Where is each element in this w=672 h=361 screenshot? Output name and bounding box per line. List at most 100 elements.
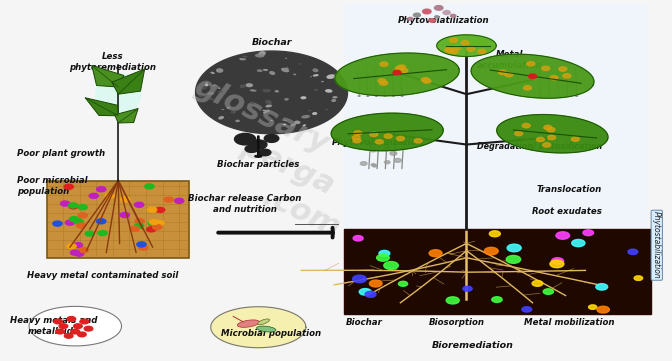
Ellipse shape: [199, 95, 202, 97]
Text: Translocation: Translocation: [537, 185, 602, 194]
Ellipse shape: [218, 91, 222, 93]
Circle shape: [353, 235, 363, 241]
Circle shape: [393, 70, 401, 75]
Text: Phytostabilization: Phytostabilization: [653, 211, 661, 279]
Ellipse shape: [284, 98, 289, 101]
Circle shape: [451, 14, 456, 17]
Circle shape: [589, 305, 597, 309]
Ellipse shape: [312, 112, 317, 115]
Ellipse shape: [327, 74, 335, 79]
Circle shape: [71, 329, 79, 334]
Ellipse shape: [333, 96, 337, 99]
Circle shape: [353, 275, 366, 283]
Circle shape: [529, 74, 536, 78]
Ellipse shape: [447, 39, 486, 53]
Circle shape: [134, 202, 144, 207]
Circle shape: [67, 244, 76, 249]
Ellipse shape: [257, 326, 276, 332]
Circle shape: [164, 197, 173, 202]
Text: Biochar: Biochar: [251, 38, 292, 47]
Ellipse shape: [351, 120, 423, 144]
Circle shape: [138, 245, 148, 250]
Circle shape: [423, 9, 431, 14]
Circle shape: [398, 65, 406, 69]
Circle shape: [408, 17, 413, 20]
Circle shape: [149, 221, 158, 226]
Circle shape: [70, 217, 79, 222]
Circle shape: [435, 5, 443, 10]
Circle shape: [379, 251, 390, 256]
Circle shape: [370, 132, 378, 136]
Circle shape: [450, 49, 458, 54]
Circle shape: [65, 220, 75, 225]
Text: Heavy metals and
metalloids: Heavy metals and metalloids: [10, 317, 97, 336]
FancyBboxPatch shape: [344, 229, 651, 314]
Circle shape: [550, 75, 558, 80]
Polygon shape: [29, 306, 122, 346]
Ellipse shape: [325, 89, 333, 93]
Circle shape: [365, 291, 376, 297]
Circle shape: [548, 135, 556, 140]
Circle shape: [414, 139, 422, 143]
Ellipse shape: [302, 124, 306, 126]
Circle shape: [467, 47, 474, 51]
Circle shape: [390, 152, 397, 155]
Text: Microbial population: Microbial population: [222, 329, 322, 338]
Ellipse shape: [208, 92, 214, 95]
Circle shape: [429, 19, 435, 22]
Ellipse shape: [205, 84, 208, 86]
Ellipse shape: [245, 83, 253, 87]
Text: perga: perga: [237, 132, 339, 200]
Circle shape: [571, 137, 579, 141]
Circle shape: [523, 86, 532, 90]
Ellipse shape: [202, 87, 206, 90]
Ellipse shape: [308, 110, 312, 111]
Ellipse shape: [325, 109, 329, 110]
Circle shape: [596, 284, 607, 290]
Circle shape: [443, 10, 450, 14]
Circle shape: [543, 289, 554, 294]
Circle shape: [597, 306, 610, 313]
Ellipse shape: [235, 119, 240, 122]
Circle shape: [395, 66, 403, 70]
Text: Bioremediation: Bioremediation: [432, 342, 514, 351]
Text: Less
phytoremediation: Less phytoremediation: [69, 52, 157, 71]
Ellipse shape: [206, 83, 208, 84]
Ellipse shape: [209, 98, 214, 100]
Circle shape: [380, 62, 388, 66]
Circle shape: [559, 67, 566, 71]
Circle shape: [461, 41, 469, 45]
Ellipse shape: [239, 58, 242, 59]
Circle shape: [74, 219, 83, 224]
Circle shape: [98, 231, 108, 236]
Circle shape: [153, 225, 162, 230]
Text: Metal mobilization: Metal mobilization: [523, 318, 614, 327]
Circle shape: [77, 223, 86, 228]
Ellipse shape: [216, 68, 223, 73]
Circle shape: [421, 78, 429, 82]
Polygon shape: [437, 35, 496, 56]
Circle shape: [134, 223, 144, 228]
Circle shape: [429, 250, 442, 257]
Ellipse shape: [516, 121, 589, 146]
Text: Biochar particles: Biochar particles: [217, 160, 300, 169]
Ellipse shape: [237, 320, 259, 327]
Circle shape: [352, 135, 360, 140]
Ellipse shape: [284, 120, 287, 121]
Circle shape: [372, 165, 377, 167]
Ellipse shape: [262, 89, 271, 92]
Ellipse shape: [269, 71, 276, 75]
Circle shape: [80, 319, 89, 324]
Circle shape: [384, 147, 390, 150]
Polygon shape: [471, 54, 594, 98]
Polygon shape: [211, 307, 306, 348]
Ellipse shape: [301, 115, 310, 118]
Text: Phytovolatilization: Phytovolatilization: [331, 138, 423, 147]
Circle shape: [78, 205, 87, 210]
Circle shape: [445, 48, 453, 52]
Ellipse shape: [294, 121, 300, 124]
Circle shape: [145, 184, 154, 189]
Polygon shape: [335, 53, 459, 96]
Circle shape: [543, 143, 551, 147]
Ellipse shape: [265, 109, 270, 112]
